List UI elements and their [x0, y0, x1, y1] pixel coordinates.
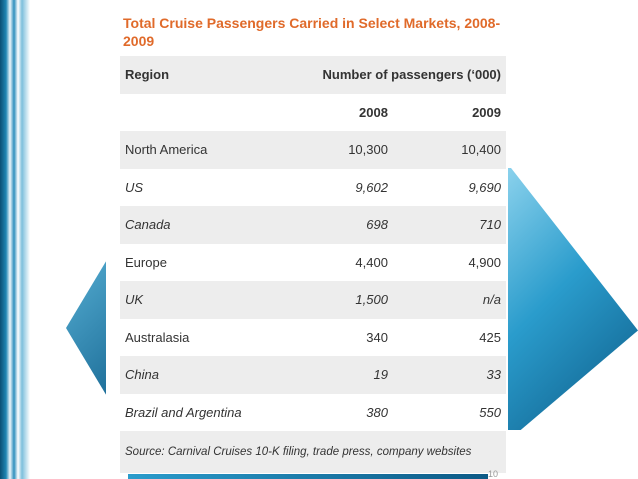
table-row: Brazil and Argentina 380 550: [120, 394, 506, 432]
value-2009-cell: 425: [479, 329, 501, 345]
value-2008-cell: 1,500: [276, 281, 393, 319]
source-note: Source: Carnival Cruises 10-K filing, tr…: [120, 431, 506, 473]
region-cell: China: [120, 356, 277, 394]
table-row: China 19 33: [120, 356, 506, 394]
empty-cell: [120, 94, 276, 132]
value-2009-cell: 550: [479, 404, 501, 420]
table-row: US 9,602 9,690: [120, 169, 506, 207]
value-2009-cell: 710: [392, 206, 506, 244]
table-row: UK 1,500 n/a: [120, 281, 506, 319]
table-row: Australasia 340 425: [120, 319, 506, 357]
value-2008-cell: 698: [276, 206, 393, 244]
slide-content: Total Cruise Passengers Carried in Selec…: [106, 0, 508, 479]
region-cell: Canada: [120, 206, 277, 244]
table-row: North America 10,300 10,400: [120, 131, 506, 169]
region-cell: UK: [120, 281, 277, 319]
value-2009-cell: 10,400: [392, 131, 506, 169]
table-row: Europe 4,400 4,900: [120, 244, 506, 282]
slide-title: Total Cruise Passengers Carried in Selec…: [123, 15, 501, 49]
passengers-header: Number of passengers (‘000): [276, 56, 506, 94]
table-row: Canada 698 710: [120, 206, 506, 244]
value-2008-cell: 4,400: [355, 254, 388, 270]
region-cell: Australasia: [125, 329, 190, 345]
value-2008-cell: 9,602: [355, 179, 388, 195]
value-2008-cell: 10,300: [276, 131, 393, 169]
region-cell: US: [125, 179, 144, 195]
decorative-bottom-bar: [128, 474, 488, 479]
region-cell: Europe: [125, 254, 167, 270]
source-row: Source: Carnival Cruises 10-K filing, tr…: [120, 431, 506, 473]
year-2009-header: 2009: [472, 104, 501, 120]
region-cell: North America: [120, 131, 277, 169]
value-2009-cell: 33: [392, 356, 506, 394]
year-2008-header: 2008: [359, 104, 388, 120]
value-2008-cell: 380: [366, 404, 388, 420]
value-2009-cell: 9,690: [468, 179, 501, 195]
decorative-right-arrow: [500, 168, 638, 430]
page-number: 10: [487, 469, 498, 479]
value-2009-cell: 4,900: [468, 254, 501, 270]
table-header-row: Region Number of passengers (‘000): [120, 56, 506, 94]
value-2008-cell: 340: [366, 329, 388, 345]
value-2009-cell: n/a: [392, 281, 506, 319]
value-2008-cell: 19: [276, 356, 393, 394]
region-header: Region: [120, 56, 277, 94]
year-header-row: 2008 2009: [120, 94, 506, 132]
region-cell: Brazil and Argentina: [125, 404, 242, 420]
decorative-left-stripes: [0, 0, 30, 479]
passengers-table: Region Number of passengers (‘000) 2008 …: [120, 56, 506, 473]
